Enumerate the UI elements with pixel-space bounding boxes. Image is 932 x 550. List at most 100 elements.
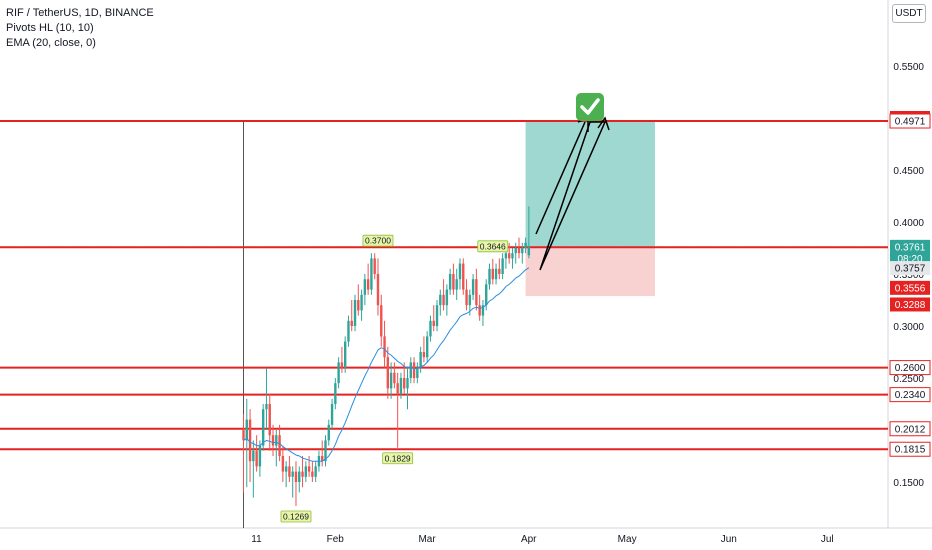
candle-body	[284, 466, 288, 472]
candle-body	[524, 242, 527, 248]
x-tick-label: Feb	[327, 534, 345, 545]
candle-body	[521, 248, 524, 254]
projection-arrow[interactable]	[539, 121, 607, 271]
candle-body	[258, 445, 262, 467]
pivot-label: 0.1829	[385, 453, 411, 463]
candle-body	[281, 456, 285, 472]
price-tag	[890, 261, 930, 276]
price-tag	[889, 421, 931, 437]
x-tick-label: 11	[251, 534, 262, 545]
price-tag-label: 0.2600	[895, 363, 926, 374]
y-tick-label: 0.2500	[893, 374, 924, 385]
price-tag-label: 0.2012	[895, 424, 926, 435]
candle-body	[275, 435, 278, 446]
candle-body	[435, 305, 439, 326]
candle-body	[393, 372, 396, 384]
candle-body	[370, 258, 373, 290]
pivot-label: 0.3646	[480, 241, 506, 251]
candle-body	[353, 300, 357, 326]
ema-line	[243, 267, 530, 462]
candle-body	[386, 357, 390, 389]
candle-body	[511, 253, 514, 259]
candle-body	[507, 253, 511, 259]
candle-body	[288, 466, 291, 477]
candle-body	[304, 466, 308, 477]
candle-body	[422, 352, 426, 358]
candle-body	[298, 471, 301, 482]
indicator-pivots[interactable]: Pivots HL (10, 10)	[6, 22, 94, 34]
candle-body	[409, 362, 412, 378]
candle-body	[455, 279, 458, 290]
candle-body	[485, 284, 488, 306]
pivot-label-box	[382, 452, 414, 465]
pivot-label: 0.3700	[365, 236, 391, 246]
candle-body	[350, 320, 353, 326]
candle-body	[294, 471, 298, 482]
pivot-label-box	[362, 234, 394, 247]
candle-body	[347, 320, 350, 342]
y-tick-label: 0.5500	[893, 62, 924, 73]
x-tick-label: May	[618, 534, 637, 545]
candle-body	[504, 253, 508, 259]
candle-body	[465, 289, 468, 306]
candle-body	[360, 294, 363, 311]
candle-body	[445, 289, 449, 306]
candle-body	[324, 440, 327, 462]
target-zone[interactable]	[525, 121, 655, 247]
indicator-ema[interactable]: EMA (20, close, 0)	[6, 37, 96, 49]
y-tick-label: 0.3500	[893, 270, 924, 281]
price-tag	[889, 360, 931, 376]
candle-body	[255, 450, 258, 467]
candle-body	[498, 268, 501, 274]
candle-body	[383, 336, 386, 358]
candle-body	[245, 419, 248, 441]
candle-body	[471, 279, 475, 295]
candle-body	[425, 336, 429, 358]
currency-button[interactable]: USDT	[892, 4, 926, 23]
candle-body	[442, 294, 445, 306]
check-icon	[576, 93, 604, 121]
candle-body	[261, 409, 265, 446]
candle-body	[376, 274, 380, 306]
candle-body	[452, 274, 455, 290]
y-tick-label: 0.1500	[893, 478, 924, 489]
candle-body	[491, 268, 494, 280]
candle-body	[311, 471, 314, 477]
candle-body	[494, 268, 498, 280]
candle-body	[330, 404, 334, 425]
price-tag-label: 0.1815	[895, 445, 926, 456]
chart-legend: RIF / TetherUS, 1D, BINANCE Pivots HL (1…	[6, 6, 154, 51]
price-tag-label: 08:20	[897, 254, 922, 265]
candle-body	[363, 279, 367, 295]
price-tag-label: 0.4971	[895, 117, 926, 128]
price-tag-label: 0.3761	[895, 242, 926, 253]
candle-body	[321, 456, 324, 462]
candle-body	[462, 263, 465, 290]
candle-body	[432, 320, 435, 326]
symbol-title: RIF / TetherUS, 1D, BINANCE	[6, 7, 154, 19]
candle-body	[514, 248, 517, 254]
projection-arrow-head-right	[597, 116, 610, 131]
pivot-label-box	[477, 240, 509, 253]
candle-body	[412, 362, 416, 378]
price-tag	[889, 113, 931, 129]
y-tick-label: 0.4500	[893, 166, 924, 177]
candle-body	[475, 279, 478, 306]
candle-body	[248, 419, 252, 462]
candle-body	[252, 450, 255, 462]
candle-body	[439, 294, 442, 306]
candle-body	[268, 404, 271, 436]
candle-body	[373, 258, 376, 274]
candle-body	[458, 263, 462, 280]
candle-body	[314, 466, 317, 477]
y-tick-label: 0.3000	[893, 322, 924, 333]
candle-body	[271, 435, 275, 446]
pivot-label: 0.1269	[283, 512, 309, 522]
price-tag-label: 0.3288	[895, 300, 926, 311]
price-tag	[890, 297, 930, 312]
candle-body	[481, 305, 485, 316]
price-tag-label: 0.3757	[895, 264, 926, 275]
candle-body	[419, 352, 422, 368]
